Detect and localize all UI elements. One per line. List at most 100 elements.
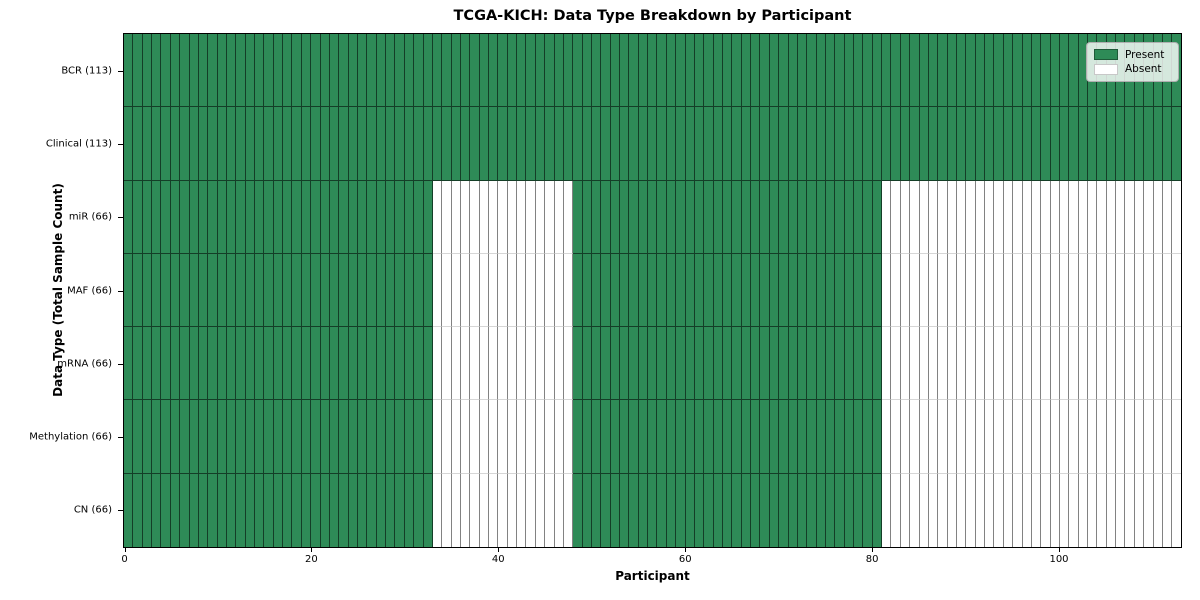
matrix-cell (985, 327, 995, 401)
matrix-cell (367, 34, 377, 108)
matrix-cell (198, 253, 209, 328)
matrix-cell (563, 180, 574, 254)
matrix-cell (124, 327, 134, 401)
matrix-cell (910, 253, 920, 328)
matrix-cell (161, 400, 171, 474)
matrix-cell (245, 400, 256, 474)
matrix-cell (124, 473, 134, 547)
matrix-cell (535, 34, 546, 108)
matrix-cell (245, 34, 256, 108)
matrix-cell (1153, 400, 1163, 474)
matrix-cell (975, 400, 986, 474)
matrix-cell (573, 34, 583, 108)
matrix-cell (751, 473, 761, 547)
matrix-cell (348, 473, 358, 547)
matrix-cell (919, 180, 929, 254)
matrix-cell (610, 327, 621, 401)
matrix-cell (807, 473, 817, 547)
matrix-cell (666, 107, 677, 181)
matrix-cell (292, 473, 302, 547)
matrix-cell (498, 253, 508, 328)
matrix-cell (863, 400, 873, 474)
matrix-cell (1097, 107, 1107, 181)
matrix-cell (779, 34, 789, 108)
matrix-cell (994, 107, 1004, 181)
matrix-cell (1134, 253, 1145, 328)
matrix-cell (854, 400, 864, 474)
matrix-cell (1003, 327, 1014, 401)
matrix-cell (264, 34, 274, 108)
matrix-cell (610, 253, 621, 328)
matrix-cell (376, 107, 387, 181)
matrix-cell (657, 327, 667, 401)
matrix-cell (545, 107, 555, 181)
matrix-cell (938, 327, 948, 401)
matrix-cell (535, 253, 546, 328)
matrix-cell (292, 34, 302, 108)
matrix-cell (1125, 107, 1135, 181)
matrix-cell (1097, 327, 1107, 401)
matrix-cell (900, 253, 911, 328)
matrix-cell (470, 327, 480, 401)
matrix-cell (226, 400, 237, 474)
matrix-cell (311, 180, 321, 254)
matrix-cell (985, 34, 995, 108)
x-axis-tick-label: 20 (305, 554, 318, 565)
matrix-cell (142, 473, 153, 547)
x-axis-tick-mark (498, 548, 500, 552)
matrix-cell (161, 327, 171, 401)
matrix-cell (788, 253, 798, 328)
matrix-cell (1088, 327, 1098, 401)
matrix-cell (751, 253, 761, 328)
matrix-cell (142, 180, 153, 254)
matrix-cell (676, 253, 686, 328)
matrix-cell (517, 180, 527, 254)
matrix-cell (152, 34, 162, 108)
matrix-cell (994, 253, 1004, 328)
matrix-cell (442, 253, 452, 328)
matrix-cell (311, 327, 321, 401)
matrix-cell (975, 107, 986, 181)
matrix-cell (760, 34, 770, 108)
matrix-cell (1097, 473, 1107, 547)
matrix-cell (489, 34, 499, 108)
matrix-cell (545, 34, 555, 108)
matrix-cell (704, 253, 714, 328)
matrix-cell (357, 107, 368, 181)
matrix-cell (900, 180, 911, 254)
matrix-cell (956, 327, 967, 401)
matrix-cell (545, 400, 555, 474)
row-MAF (124, 253, 1181, 328)
matrix-cell (264, 327, 274, 401)
matrix-cell (208, 180, 218, 254)
matrix-cell (292, 107, 302, 181)
matrix-cell (563, 34, 574, 108)
matrix-cell (966, 253, 976, 328)
matrix-cell (704, 180, 714, 254)
matrix-cell (226, 473, 237, 547)
matrix-cell (1069, 34, 1079, 108)
matrix-cell (807, 107, 817, 181)
matrix-cell (741, 473, 752, 547)
matrix-cell (900, 34, 911, 108)
matrix-cell (142, 107, 153, 181)
matrix-cell (956, 34, 967, 108)
matrix-cell (938, 34, 948, 108)
matrix-cell (994, 180, 1004, 254)
matrix-cell (854, 327, 864, 401)
matrix-cell (723, 400, 733, 474)
matrix-cell (648, 34, 658, 108)
matrix-cell (573, 107, 583, 181)
matrix-cell (1116, 253, 1126, 328)
matrix-cell (161, 107, 171, 181)
matrix-cell (563, 473, 574, 547)
matrix-cell (545, 180, 555, 254)
matrix-cell (835, 107, 845, 181)
matrix-cell (386, 107, 396, 181)
matrix-cell (460, 34, 471, 108)
matrix-cell (947, 107, 957, 181)
matrix-cell (124, 400, 134, 474)
matrix-cell (563, 327, 574, 401)
matrix-cell (535, 400, 546, 474)
matrix-cell (320, 473, 330, 547)
